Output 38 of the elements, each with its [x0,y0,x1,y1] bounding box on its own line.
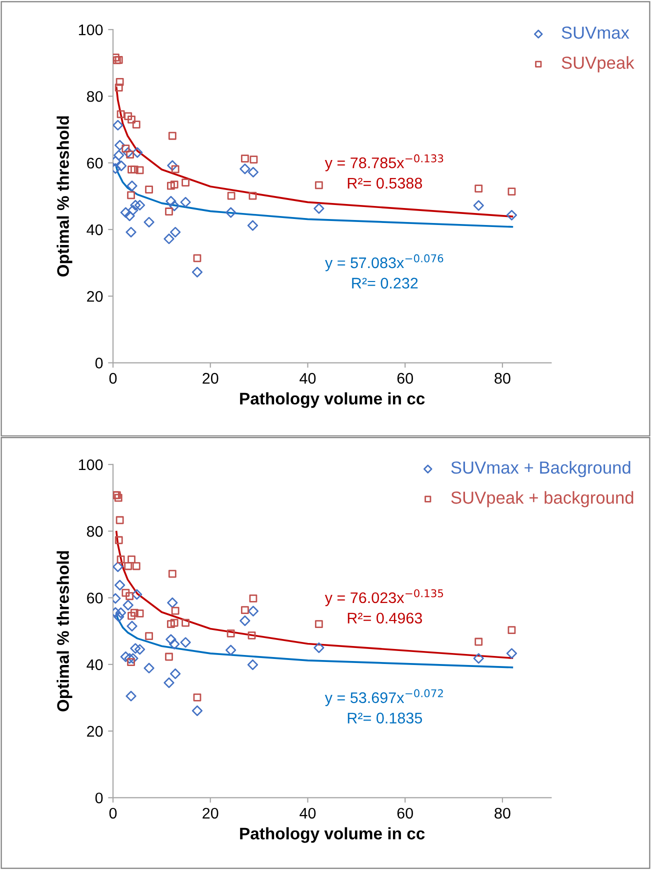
x-tick-label: 40 [300,372,316,384]
y-tick-label: 0 [95,358,103,368]
x-tick-label: 40 [300,808,316,819]
y-tick-label: 80 [86,526,103,537]
y-tick-label: 100 [78,24,103,36]
y-tick-label: 100 [78,459,103,470]
x-tick-label: 20 [202,808,218,819]
x-tick-label: 80 [494,808,510,819]
x-axis-title: Pathology volume in cc [240,827,425,843]
annotation: y = 78.785x$^{−0.133}$ [324,154,444,172]
y-tick-label: 20 [87,291,103,302]
y-tick-label: 60 [87,592,103,604]
annotation: y = 57.083x$^{−0.076}$ [325,254,444,272]
y-tick-label: 40 [86,659,103,670]
annotation: y = 76.023x$^{−0.135}$ [324,589,444,606]
y-tick-label: 80 [86,91,103,102]
x-tick-label: 80 [494,372,510,384]
x-tick-label: 20 [202,372,218,384]
annotation: R²= 0.1835 [348,712,422,724]
y-tick-label: 20 [87,726,103,737]
x-tick-label: 0 [109,808,117,819]
y-tick-label: 40 [86,224,103,236]
y-axis-title: Optimal % threshold [56,116,72,277]
legend-label: SUVpeak + background [451,491,634,508]
x-tick-label: 0 [109,372,117,384]
annotation: R²= 0.232 [352,278,418,289]
legend-label: SUVmax + Background [451,460,630,478]
y-tick-label: 0 [95,792,103,804]
x-axis-title: Pathology volume in cc [240,392,425,408]
annotation: R²= 0.4963 [348,612,422,624]
y-tick-label: 60 [87,158,103,169]
x-tick-label: 60 [397,372,413,384]
annotation: R²= 0.5388 [348,178,422,189]
y-axis-title: Optimal % threshold [56,551,72,712]
x-tick-label: 60 [397,808,413,819]
annotation: y = 53.697x$^{−0.072}$ [324,689,443,706]
legend-label: SUVpeak [562,56,634,72]
legend-label: SUVmax [562,26,630,39]
